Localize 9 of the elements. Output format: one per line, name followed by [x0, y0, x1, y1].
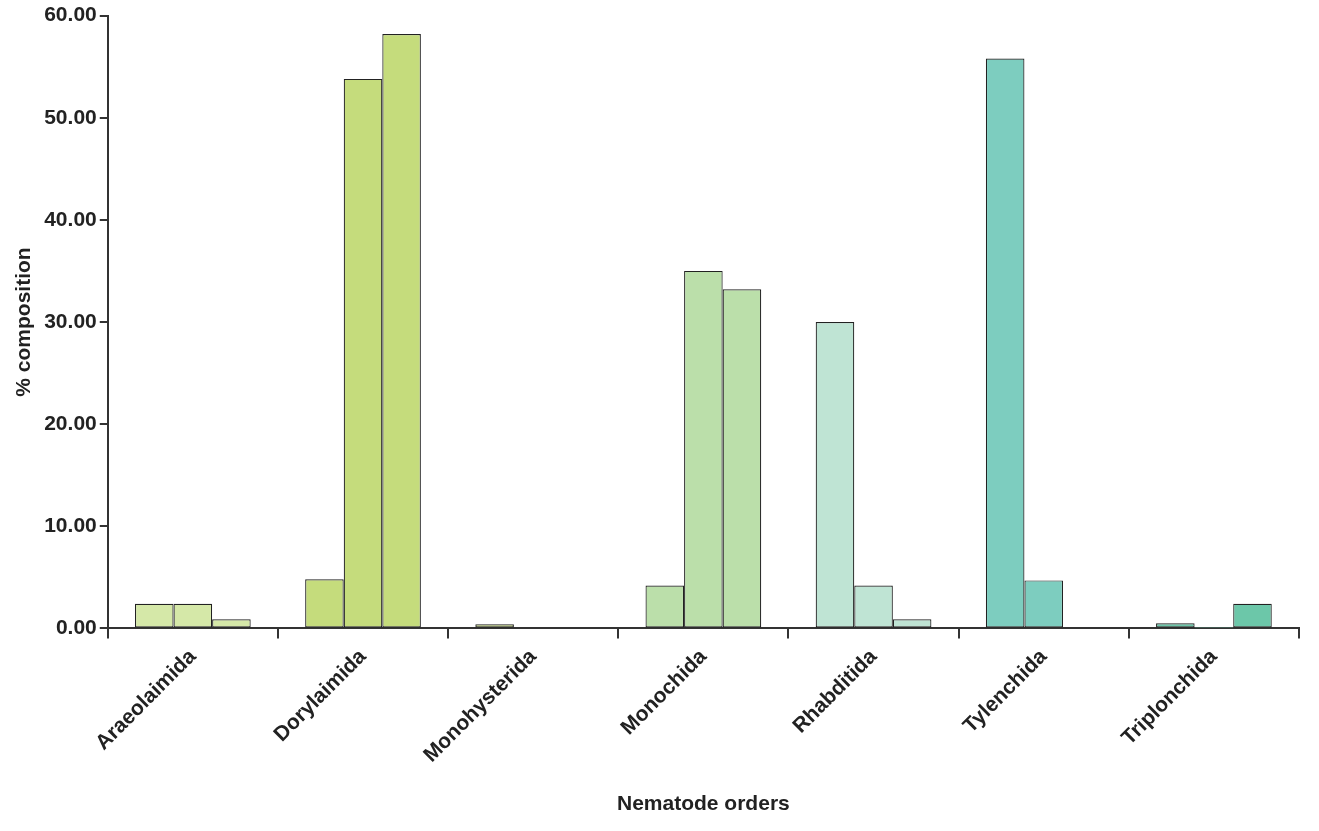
y-tick-label: 50.00	[44, 104, 97, 128]
y-axis-title: % composition	[11, 247, 35, 397]
y-tick-label: 30.00	[44, 308, 97, 332]
y-tick-label: 40.00	[44, 206, 97, 230]
y-tick-label: 60.00	[44, 2, 97, 26]
y-tick-label: 20.00	[44, 410, 97, 434]
y-tick-label: 0.00	[55, 615, 97, 639]
y-tick-label: 10.00	[44, 513, 97, 537]
x-axis-title: Nematode orders	[617, 791, 790, 815]
